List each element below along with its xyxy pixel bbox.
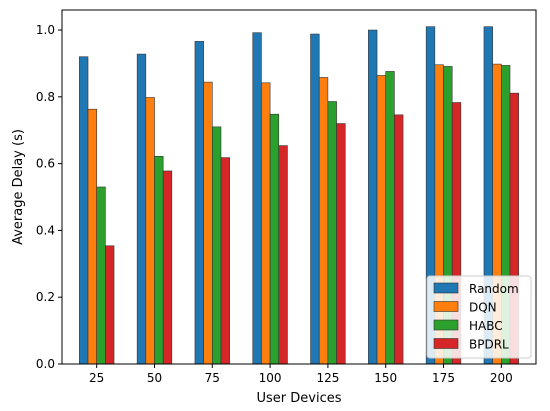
legend-swatch-habc	[433, 319, 459, 331]
bar-bpdrl-100	[278, 145, 288, 365]
bar-dqn-100	[261, 82, 271, 365]
x-axis: 25 50 75 100 125 150 175 200	[89, 364, 513, 385]
legend: Random DQN HABC BPDRL	[426, 275, 532, 359]
bar-dqn-125	[318, 77, 329, 365]
y-axis-label: Average Delay (s)	[11, 129, 26, 245]
bar-random-150	[368, 29, 378, 365]
y-tick-label: 0.6	[36, 157, 55, 171]
y-axis: 0.0 0.2 0.4 0.6 0.8 1.0	[36, 23, 62, 371]
legend-label-random: Random	[469, 282, 519, 296]
bar-random-100	[252, 32, 262, 365]
bar-habc-50	[154, 155, 164, 365]
bar-dqn-25	[87, 108, 97, 365]
x-tick-label: 75	[205, 371, 220, 385]
bar-bpdrl-125	[336, 123, 346, 365]
bar-habc-100	[269, 113, 280, 365]
x-axis-label: User Devices	[257, 391, 342, 406]
bar-random-50	[136, 53, 147, 365]
bar-bpdrl-150	[394, 114, 404, 365]
legend-swatch-dqn	[433, 301, 459, 312]
bar-dqn-50	[145, 97, 155, 365]
x-tick-label: 200	[490, 371, 513, 385]
legend-label-dqn: DQN	[469, 301, 497, 315]
bar-bpdrl-75	[220, 157, 230, 365]
x-tick-label: 100	[259, 371, 282, 385]
bar-random-25	[79, 56, 89, 365]
bar-random-125	[310, 33, 320, 365]
y-tick-label: 0.2	[36, 290, 55, 304]
bar-habc-25	[96, 186, 106, 365]
legend-swatch-random	[433, 282, 459, 294]
bar-habc-150	[385, 71, 395, 365]
bar-bpdrl-50	[162, 170, 173, 365]
bar-dqn-150	[376, 75, 387, 365]
legend-label-habc: HABC	[469, 319, 503, 333]
bar-bpdrl-25	[105, 245, 115, 365]
y-tick-label: 1.0	[36, 23, 55, 37]
legend-box	[426, 275, 532, 359]
bar-habc-125	[327, 101, 337, 365]
bar-dqn-75	[203, 81, 213, 365]
x-tick-label: 25	[89, 371, 104, 385]
y-tick-label: 0.0	[36, 357, 55, 371]
legend-label-bpdrl: BPDRL	[469, 338, 509, 352]
x-tick-label: 175	[432, 371, 455, 385]
bar-habc-75	[211, 126, 222, 365]
x-tick-label: 50	[147, 371, 162, 385]
plot-frame	[61, 9, 537, 365]
bar-random-75	[194, 41, 204, 365]
y-tick-label: 0.8	[36, 90, 55, 104]
legend-swatch-bpdrl	[433, 338, 459, 349]
y-tick-label: 0.4	[36, 223, 55, 237]
x-tick-label: 125	[316, 371, 339, 385]
x-tick-label: 150	[374, 371, 397, 385]
bars-group	[79, 26, 519, 365]
